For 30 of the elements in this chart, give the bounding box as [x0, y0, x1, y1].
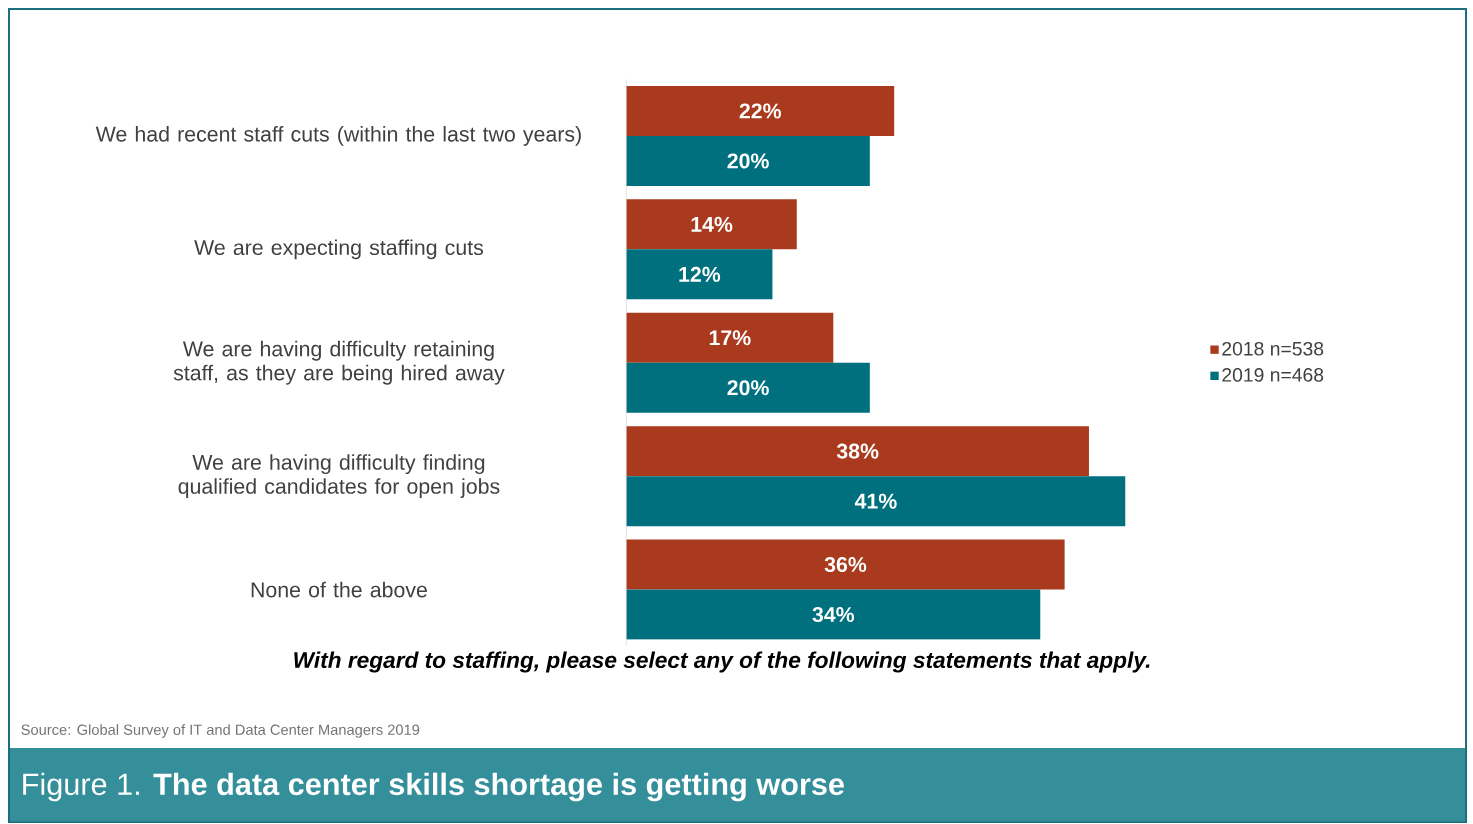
text: Figure 1. The data center skills shortage is getting worse — [23, 772, 844, 802]
bar — [626, 362, 870, 413]
bar — [626, 199, 797, 250]
bar — [626, 426, 1089, 477]
data-label: 12% — [679, 266, 721, 282]
data-label: 14% — [691, 216, 733, 232]
source-note: Source: Global Survey of IT and Data Center Managers 2019 — [21, 724, 420, 738]
bar — [626, 539, 1065, 590]
data-label: 20% — [727, 380, 769, 396]
legend-label: 2018 n=538 — [1222, 341, 1324, 356]
data-label: 22% — [739, 103, 782, 119]
x-axis-title: With regard to staffing, please select any of the following statements that apply. — [294, 651, 1150, 673]
y-tick-label: We are expecting staffing cuts — [194, 239, 484, 260]
data-label: 17% — [709, 330, 751, 346]
data-label: 41% — [854, 493, 897, 509]
data-label: 20% — [727, 153, 769, 169]
bar — [626, 476, 1126, 527]
data-label: 38% — [836, 443, 879, 459]
y-tick-label: None of the above — [251, 581, 427, 598]
y-tick-label: We are having difficulty retaining staff, as they are being hired away — [173, 340, 505, 385]
bar — [626, 249, 773, 300]
bar — [626, 312, 834, 363]
bar — [626, 85, 895, 136]
data-label: 36% — [824, 556, 867, 573]
y-tick-label: We had recent staff cuts (within the last two years) — [95, 126, 581, 146]
bar — [626, 135, 870, 186]
y-tick-label: We are having difficulty finding qualified candidates for open jobs — [178, 454, 500, 499]
bar — [626, 589, 1041, 640]
data-label: 34% — [812, 606, 855, 623]
legend-label: 2019 n=468 — [1222, 368, 1324, 382]
